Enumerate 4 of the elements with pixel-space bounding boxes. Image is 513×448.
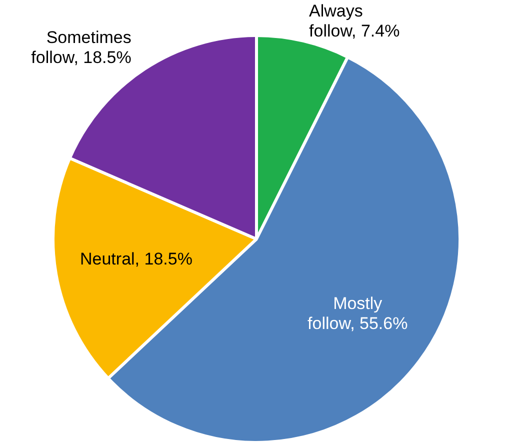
slice-label: Sometimes follow, 18.5% (31, 28, 132, 68)
slice-label: Always follow, 7.4% (309, 2, 400, 41)
slice-label: Mostly follow, 55.6% (308, 294, 408, 334)
slice-label: Neutral, 18.5% (80, 250, 192, 269)
